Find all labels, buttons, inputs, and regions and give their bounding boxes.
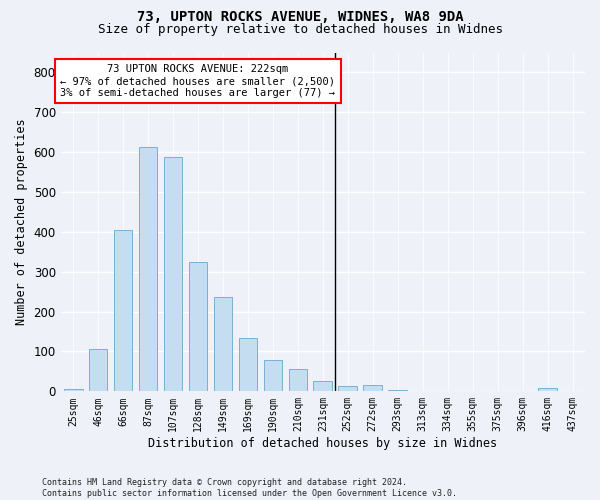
Bar — [388, 390, 407, 392]
Bar — [364, 386, 382, 392]
Text: 73 UPTON ROCKS AVENUE: 222sqm
← 97% of detached houses are smaller (2,500)
3% of: 73 UPTON ROCKS AVENUE: 222sqm ← 97% of d… — [61, 64, 335, 98]
Bar — [188, 262, 208, 392]
Text: Contains HM Land Registry data © Crown copyright and database right 2024.
Contai: Contains HM Land Registry data © Crown c… — [42, 478, 457, 498]
Bar — [114, 230, 133, 392]
Bar — [263, 360, 282, 392]
Bar — [413, 390, 432, 392]
Bar — [164, 158, 182, 392]
Bar — [538, 388, 557, 392]
X-axis label: Distribution of detached houses by size in Widnes: Distribution of detached houses by size … — [148, 437, 497, 450]
Bar — [313, 382, 332, 392]
Bar — [139, 147, 157, 392]
Bar — [214, 297, 232, 392]
Text: 73, UPTON ROCKS AVENUE, WIDNES, WA8 9DA: 73, UPTON ROCKS AVENUE, WIDNES, WA8 9DA — [137, 10, 463, 24]
Bar — [239, 338, 257, 392]
Y-axis label: Number of detached properties: Number of detached properties — [15, 118, 28, 325]
Bar — [289, 368, 307, 392]
Bar — [89, 348, 107, 392]
Bar — [64, 388, 83, 392]
Text: Size of property relative to detached houses in Widnes: Size of property relative to detached ho… — [97, 22, 503, 36]
Bar — [338, 386, 357, 392]
